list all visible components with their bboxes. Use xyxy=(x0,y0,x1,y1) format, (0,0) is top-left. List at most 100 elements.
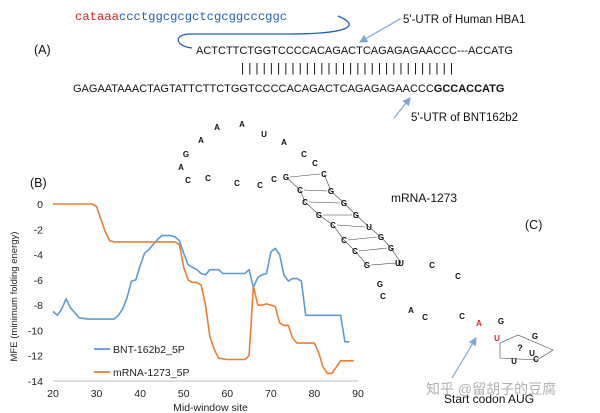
x-tick-label: 30 xyxy=(91,388,103,400)
nucleotide-base: G xyxy=(364,261,370,270)
nucleotide-base: C xyxy=(321,170,327,179)
y-tick-label: -12 xyxy=(28,351,43,363)
y-tick-label: 0 xyxy=(37,199,43,211)
y-tick-label: -2 xyxy=(34,224,43,236)
nucleotide-base: C xyxy=(205,174,211,183)
nucleotide-base: C xyxy=(257,181,263,190)
nucleotide-base: C xyxy=(330,221,336,230)
bnt-sequence: GAGAATAAACTAGTATTCTTCTGGTCCCCACAGACTCAGA… xyxy=(73,83,504,95)
nucleotide-base: G xyxy=(328,187,334,196)
x-tick-label: 60 xyxy=(221,388,233,400)
panel-b-label: (B) xyxy=(30,176,47,190)
y-tick-label: -4 xyxy=(34,250,43,262)
nucleotide-base: A xyxy=(198,136,204,145)
hba1-sequence: ACTCTTCTGGTCCCCACAGACTCAGAGAGAACCC---ACC… xyxy=(196,45,513,57)
start-codon-arrow xyxy=(451,336,477,379)
nucleotide-base: G xyxy=(353,211,359,220)
series-line-mrna-1273-5p xyxy=(53,203,354,375)
nucleotide-base: C xyxy=(185,176,191,185)
mrna-1273-title: mRNA-1273 xyxy=(391,191,457,205)
mfe-line-chart: 0 -2 -4 -6 -8 -10 -12 -14 20 30 40 50 60 70 80 90 Mid-wi… xyxy=(9,199,364,413)
nucleotide-base: A xyxy=(281,138,287,147)
lowercase-sequence: ccctggcgcgctcgcggcccggc xyxy=(119,10,287,24)
x-tick-label: 50 xyxy=(178,388,190,400)
x-tick-label: 40 xyxy=(134,388,146,400)
nucleotide-base: G xyxy=(377,280,383,289)
legend-label: mRNA-1273_5P xyxy=(113,367,189,379)
nucleotide-base: C xyxy=(429,261,435,270)
series-line-bnt-162b2-5p xyxy=(52,234,350,343)
nucleotide-base: G xyxy=(498,317,504,326)
nucleotide-base: C xyxy=(271,175,277,184)
nucleotide-base: U xyxy=(529,349,535,358)
panel-b: (B) 0 -2 -4 -6 -8 -10 -12 -14 20 30 40 50 60 70 80 90 Mi… xyxy=(9,176,364,413)
stem-base-pair-bonds xyxy=(285,173,554,361)
watermark-text: 知乎 @留胡子的豆腐 xyxy=(426,381,556,397)
nucleotide-base: G xyxy=(341,199,347,208)
nucleotide-base: A xyxy=(214,123,220,132)
nucleotide-base: U xyxy=(494,334,500,343)
red-prefix: cataaa xyxy=(75,10,119,24)
stem-bond xyxy=(289,173,321,178)
y-tick-label: -8 xyxy=(34,300,43,312)
bnt-label: 5'-UTR of BNT162b2 xyxy=(411,112,518,124)
nucleotide-base: C xyxy=(422,313,428,322)
y-tick-label: -6 xyxy=(34,275,43,287)
nucleotide-base: A xyxy=(178,163,184,172)
nucleotide-base: G xyxy=(388,244,394,253)
nucleotide-base: C xyxy=(533,355,539,364)
panel-a: cataaaccctggcgcgctcgcggcccggc (A) ACTCTT… xyxy=(34,10,525,124)
x-tick-label: 80 xyxy=(309,388,321,400)
stem-bond xyxy=(336,224,366,228)
sequence-link-curve xyxy=(177,15,350,49)
legend-label: BNT-162b2_5P xyxy=(113,344,185,356)
nucleotide-base: C xyxy=(352,247,358,256)
stem-bond xyxy=(370,262,398,266)
nucleotide-base: G xyxy=(316,211,322,220)
stem-backbone-right xyxy=(323,173,402,264)
x-tick-label: 90 xyxy=(352,388,364,400)
nucleotide-base: C xyxy=(234,179,240,188)
stem-bond xyxy=(347,236,378,241)
nucleotide-base: G xyxy=(283,173,289,182)
nucleotide-base: G xyxy=(378,233,384,242)
nucleotide-base: G xyxy=(532,332,538,341)
nucleotide-base: C xyxy=(297,186,303,195)
nucleotide-base: U xyxy=(398,259,404,268)
stem-bond xyxy=(303,189,328,192)
nucleotide-base: C xyxy=(301,150,307,159)
nucleotide-base: C xyxy=(380,292,386,301)
nucleotide-base: C xyxy=(341,236,347,245)
nucleotide-base: U xyxy=(511,357,517,366)
stem-bond xyxy=(308,201,341,204)
y-tick-label: -10 xyxy=(28,325,43,337)
aug-box-frame xyxy=(499,334,554,361)
nucleotide-base: C xyxy=(312,159,318,168)
x-tick-label: 70 xyxy=(265,388,277,400)
nucleotide-base: U xyxy=(366,223,372,232)
hba1-label: 5'-UTR of Human HBA1 xyxy=(403,14,525,26)
bnt-arrow xyxy=(393,97,411,119)
start-codon-label: Start codon AUG xyxy=(444,392,534,406)
stem-backbone-left xyxy=(285,176,368,266)
x-axis-title: Mid-window site xyxy=(173,402,248,413)
nucleotide-base: C xyxy=(302,198,308,207)
panel-a-label: (A) xyxy=(34,43,51,57)
y-axis-title: MFE (minimum folding energy) xyxy=(9,232,20,362)
alignment-bars: |||||||||||||||||||||||||||||| xyxy=(239,62,455,76)
hba1-arrow xyxy=(358,18,401,43)
nucleotide-base: C xyxy=(455,272,461,281)
stem-bond xyxy=(358,247,388,252)
nucleotide-base: A xyxy=(408,306,414,315)
nucleotide-base: A xyxy=(476,319,482,328)
bnt-sequence-plain: GAGAATAAACTAGTATTCTTCTGGTCCCCACAGACTCAGA… xyxy=(73,83,434,95)
bnt-kozak-bold: GCCACCATG xyxy=(434,83,505,95)
x-tick-label: 20 xyxy=(47,388,59,400)
nucleotide-base: ? xyxy=(517,343,523,353)
y-tick-label: -14 xyxy=(28,376,43,388)
sequence-line-top: cataaaccctggcgcgctcgcggcccggc xyxy=(75,10,287,24)
nucleotide-base: U xyxy=(395,259,401,268)
